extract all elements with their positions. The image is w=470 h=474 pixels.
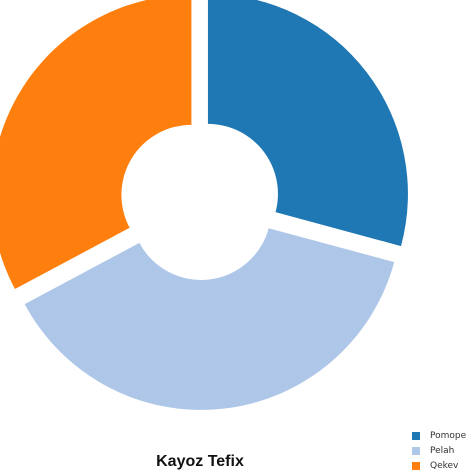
legend-item-qekev: Qekev <box>412 458 470 473</box>
legend-label: Pomope <box>430 430 467 441</box>
legend-swatch <box>412 446 420 455</box>
legend: Pomope Pelah Qekev <box>412 428 470 473</box>
slices-group <box>0 0 408 410</box>
legend-item-pomope: Pomope <box>412 428 470 443</box>
slice-pelah <box>24 228 395 410</box>
legend-label: Qekev <box>430 460 459 471</box>
legend-swatch <box>412 461 420 470</box>
slice-qekev <box>0 0 192 289</box>
slice-pomope <box>207 0 408 247</box>
legend-label: Pelah <box>430 445 455 456</box>
legend-swatch <box>412 431 420 440</box>
chart-title: Kayoz Tefix <box>156 453 244 470</box>
legend-item-pelah: Pelah <box>412 443 470 458</box>
